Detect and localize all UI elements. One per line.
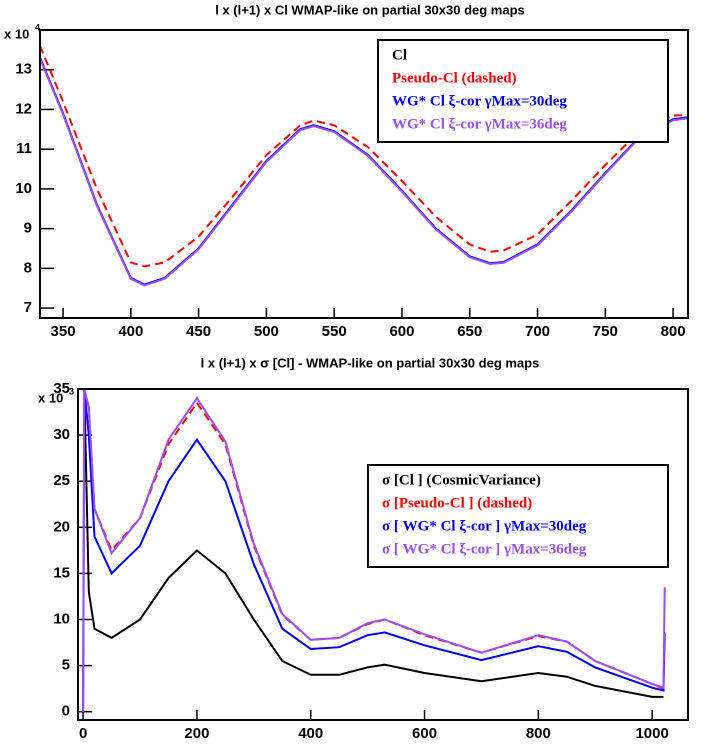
x-tick-label: 800 bbox=[526, 725, 551, 742]
chart-title: l x (l+1) x σ [Cl] - WMAP-like on partia… bbox=[201, 355, 540, 370]
legend-entry: σ [Pseudo-Cl ] (dashed) bbox=[382, 495, 532, 511]
x-tick-label: 600 bbox=[412, 725, 437, 742]
y-tick-label: 10 bbox=[15, 180, 32, 197]
y-tick-label: 35 bbox=[53, 380, 70, 397]
x-tick-label: 400 bbox=[298, 725, 323, 742]
x-tick-label: 650 bbox=[457, 323, 482, 340]
y-tick-label: 7 bbox=[24, 299, 32, 316]
x-tick-label: 750 bbox=[593, 323, 618, 340]
series-line bbox=[82, 389, 666, 712]
legend-entry: WG* Cl ξ-cor γMax=36deg bbox=[392, 116, 567, 132]
x-tick-label: 600 bbox=[389, 323, 414, 340]
y-tick-label: 12 bbox=[15, 100, 32, 117]
x-tick-label: 700 bbox=[525, 323, 550, 340]
y-scale-label: x 10 bbox=[4, 26, 29, 41]
x-tick-label: 400 bbox=[118, 323, 143, 340]
legend-box bbox=[377, 39, 669, 143]
y-tick-label: 9 bbox=[24, 220, 32, 237]
y-tick-label: 25 bbox=[53, 472, 70, 489]
y-scale-exponent: 3 bbox=[69, 386, 74, 396]
y-tick-label: 8 bbox=[24, 259, 32, 276]
legend-entry: σ [ WG* Cl ξ-cor ] γMax=30deg bbox=[382, 518, 587, 534]
x-tick-label: 800 bbox=[661, 323, 686, 340]
y-scale-label: x 10 bbox=[38, 390, 63, 405]
legend-entry: WG* Cl ξ-cor γMax=30deg bbox=[392, 93, 567, 109]
series-line bbox=[82, 389, 666, 712]
y-tick-label: 0 bbox=[62, 703, 70, 720]
x-tick-label: 500 bbox=[254, 323, 279, 340]
chart-title: l x (l+1) x Cl WMAP-like on partial 30x3… bbox=[215, 2, 525, 17]
x-tick-label: 0 bbox=[79, 725, 87, 742]
plot-frame bbox=[77, 388, 689, 721]
x-tick-label: 1000 bbox=[635, 725, 668, 742]
y-tick-label: 20 bbox=[53, 518, 70, 535]
x-tick-label: 450 bbox=[186, 323, 211, 340]
y-tick-label: 10 bbox=[53, 610, 70, 627]
y-tick-label: 30 bbox=[53, 426, 70, 443]
x-tick-label: 350 bbox=[51, 323, 76, 340]
y-tick-label: 13 bbox=[15, 61, 32, 78]
y-tick-label: 11 bbox=[16, 140, 32, 157]
y-tick-label: 5 bbox=[62, 657, 70, 674]
legend-box bbox=[367, 464, 669, 568]
legend-entry: Cl bbox=[392, 47, 407, 63]
series-line bbox=[83, 389, 664, 698]
y-tick-label: 15 bbox=[53, 564, 70, 581]
x-tick-label: 200 bbox=[184, 725, 209, 742]
x-tick-label: 550 bbox=[322, 323, 347, 340]
legend-entry: σ [ WG* Cl ξ-cor ] γMax=36deg bbox=[382, 541, 587, 557]
series-line bbox=[40, 58, 688, 287]
series-line bbox=[40, 45, 688, 268]
legend-entry: Pseudo-Cl (dashed) bbox=[392, 70, 517, 86]
plot-frame bbox=[39, 29, 689, 319]
legend-entry: σ [Cl ] (CosmicVariance) bbox=[382, 472, 541, 488]
y-scale-exponent: 4 bbox=[35, 22, 40, 32]
